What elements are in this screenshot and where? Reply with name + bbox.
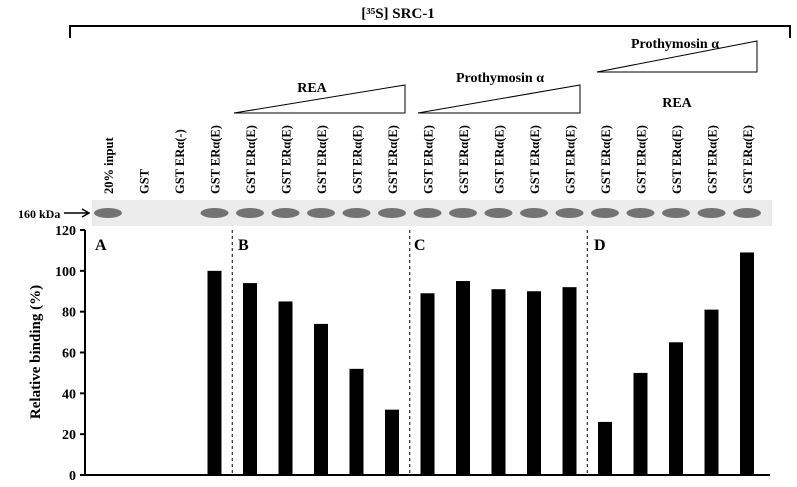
lane-label: GST ERα(E): [741, 125, 755, 194]
gel-band: [520, 208, 548, 218]
lane-label: 20% input: [102, 137, 116, 194]
lane-label: GST ERα(E): [599, 125, 613, 194]
bar: [704, 309, 719, 475]
gradient-triangle: [233, 84, 406, 114]
lane-label: GST ERα(E): [351, 125, 365, 194]
gel-band: [307, 208, 335, 218]
lane-label: GST ERα(E): [670, 125, 684, 194]
lane-label: GST ERα(E): [244, 125, 258, 194]
lane-label: GST: [138, 168, 152, 194]
panel-label: B: [238, 237, 249, 254]
bar: [633, 372, 648, 475]
panel-label: A: [95, 237, 107, 254]
y-axis-label: Relative binding (%): [28, 285, 44, 419]
lane-label: GST ERα(E): [528, 125, 542, 194]
gel-band: [662, 208, 690, 218]
gradient-label: REA: [662, 96, 692, 111]
gel-arrow: [64, 208, 91, 218]
gel-band: [236, 208, 264, 218]
gradient-triangle: [417, 84, 581, 114]
bar: [207, 270, 222, 475]
gel-band: [449, 208, 477, 218]
gel-band: [94, 208, 122, 218]
bar: [669, 342, 683, 475]
gel-band: [413, 208, 442, 218]
bar: [456, 281, 470, 475]
gel-band: [200, 208, 229, 218]
bar: [562, 287, 577, 475]
y-tick-label: 20: [62, 428, 76, 443]
y-tick-label: 80: [62, 306, 76, 321]
gel-band: [591, 208, 619, 218]
y-tick-label: 100: [55, 265, 76, 280]
bar: [349, 368, 364, 475]
gel-band: [697, 208, 726, 218]
y-tick-label: 0: [69, 469, 76, 482]
gel-band: [555, 208, 584, 218]
chart-title: [³⁵S] SRC-1: [361, 6, 435, 22]
bar: [491, 289, 506, 475]
y-tick-label: 120: [55, 224, 76, 239]
gel-band: [626, 208, 655, 218]
gel-band: [271, 208, 300, 218]
bar: [385, 409, 399, 475]
gradient-label: Prothymosin α: [456, 71, 544, 86]
bar: [420, 293, 435, 475]
bar: [243, 283, 257, 475]
bracket: [69, 25, 791, 38]
y-tick-label: 40: [62, 387, 76, 402]
gel-marker: 160 kDa: [18, 207, 60, 221]
gradient-label: REA: [297, 81, 327, 96]
gel-band: [342, 208, 371, 218]
panel-label: D: [594, 237, 606, 254]
gel-band: [484, 208, 513, 218]
lane-label: GST ERα(-): [173, 129, 187, 194]
lane-label: GST ERα(E): [706, 125, 720, 194]
lane-label: GST ERα(E): [315, 125, 329, 194]
gel-band: [733, 208, 761, 218]
gradient-label: Prothymosin α: [631, 37, 719, 52]
lane-label: GST ERα(E): [493, 125, 507, 194]
lane-label: GST ERα(E): [457, 125, 471, 194]
lane-label: GST ERα(E): [422, 125, 436, 194]
bar: [598, 421, 612, 475]
gradient-triangle: [596, 40, 758, 73]
lane-label: GST ERα(E): [564, 125, 578, 194]
lane-label: GST ERα(E): [280, 125, 294, 194]
panel-label: C: [414, 237, 426, 254]
bar: [527, 291, 541, 475]
bar: [740, 252, 754, 475]
lane-label: GST ERα(E): [386, 125, 400, 194]
gel-band: [378, 208, 406, 218]
bar: [314, 323, 328, 475]
lane-label: GST ERα(E): [635, 125, 649, 194]
y-tick-label: 60: [62, 347, 76, 362]
lane-label: GST ERα(E): [209, 125, 223, 194]
bar: [278, 301, 293, 475]
